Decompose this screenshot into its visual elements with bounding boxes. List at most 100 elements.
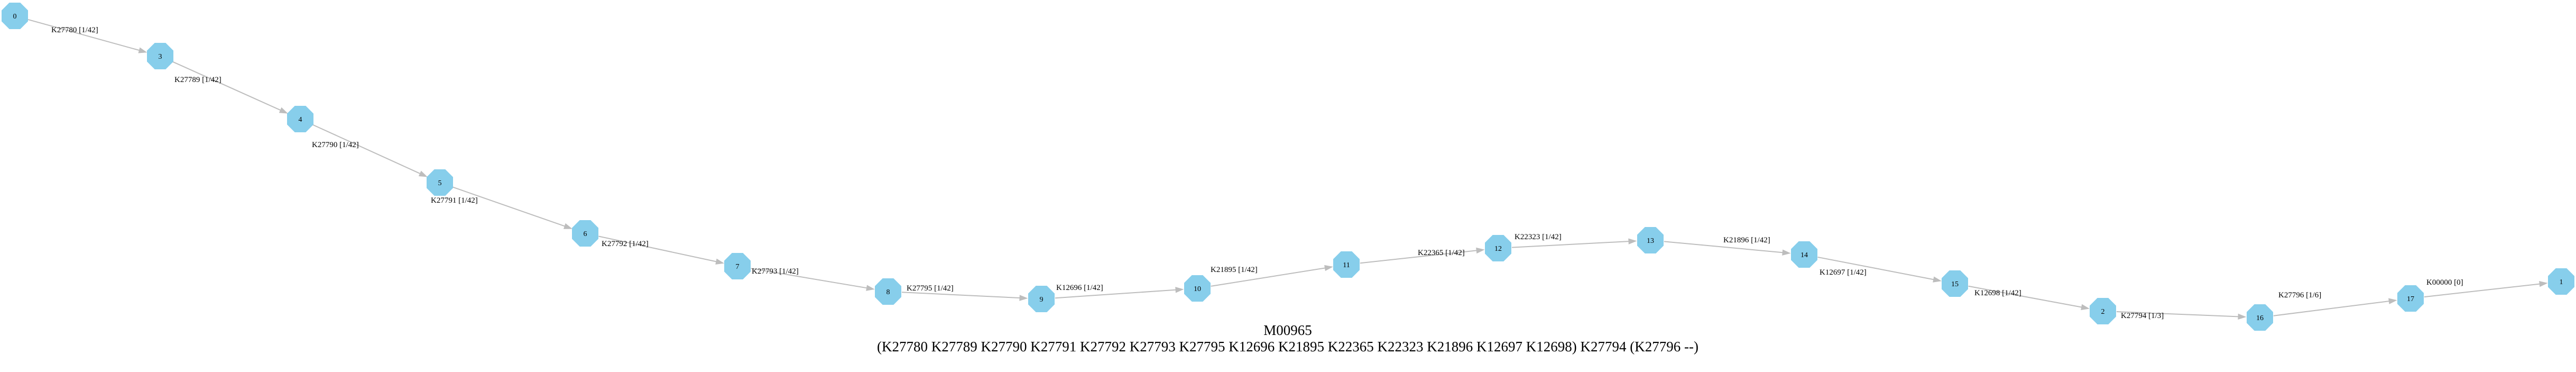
node-label: 3 (159, 53, 162, 61)
edge-line (1360, 250, 1477, 264)
edge-label: K12698 [1/42] (1974, 289, 2021, 297)
node-0: 0 (2, 3, 28, 29)
edge-n13-n14: K21896 [1/42] (1664, 236, 1791, 256)
edge-n3-n4: K27789 [1/42] (172, 61, 288, 114)
edge-label: K27795 [1/42] (907, 284, 954, 293)
node-octagon (2, 3, 28, 29)
node-9: 9 (1028, 286, 1055, 312)
node-label: 13 (1647, 237, 1654, 245)
node-7: 7 (724, 253, 751, 279)
node-octagon (1333, 251, 1360, 278)
edge-line (1055, 289, 1176, 299)
edge-n17-n1: K00000 [0] (2424, 278, 2548, 298)
edge-n16-n17: K27796 [1/6] (2273, 291, 2397, 316)
node-10: 10 (1184, 275, 1211, 302)
edge-n9-n10: K12696 [1/42] (1055, 284, 1184, 299)
node-label: 15 (1951, 280, 1959, 288)
edge-label: K27792 [1/42] (602, 240, 649, 248)
arrowhead-icon (138, 47, 147, 53)
node-label: 16 (2256, 314, 2264, 322)
edge-n4-n5: K27790 [1/42] (312, 124, 428, 177)
node-octagon (1028, 286, 1055, 312)
edge-n12-n13: K22323 [1/42] (1511, 233, 1637, 248)
node-octagon (875, 278, 901, 305)
node-14: 14 (1791, 241, 1817, 268)
edge-label: K27793 [1/42] (752, 267, 799, 276)
node-octagon (1184, 275, 1211, 302)
arrowhead-icon (1019, 295, 1028, 301)
edge-line (901, 292, 1020, 299)
node-octagon (1942, 270, 1968, 297)
node-1: 1 (2548, 268, 2574, 295)
edge-line (2273, 301, 2389, 316)
edge-line (1968, 285, 2082, 308)
node-octagon (2090, 298, 2116, 324)
edge-label: K27780 [1/42] (51, 26, 98, 34)
node-15: 15 (1942, 270, 1968, 297)
edge-line (172, 61, 281, 111)
edge-n5-n6: K27791 [1/42] (431, 186, 573, 229)
edge-label: K27791 [1/42] (431, 196, 478, 205)
node-label: 10 (1194, 285, 1201, 293)
edge-label: K22323 [1/42] (1515, 233, 1562, 241)
node-label: 11 (1343, 261, 1350, 269)
edge-line (1211, 267, 1325, 287)
node-octagon (1791, 241, 1817, 268)
edge-line (598, 235, 717, 262)
node-16: 16 (2247, 304, 2273, 331)
node-octagon (2397, 285, 2424, 312)
node-11: 11 (1333, 251, 1360, 278)
edge-line (27, 19, 140, 51)
arrowhead-icon (1324, 265, 1333, 271)
node-octagon (147, 43, 173, 69)
arrowhead-icon (418, 170, 428, 177)
node-5: 5 (427, 169, 453, 196)
arrowhead-icon (2238, 313, 2247, 320)
node-octagon (724, 253, 751, 279)
diagram-title: M00965 (1263, 322, 1312, 338)
node-4: 4 (287, 106, 313, 132)
node-octagon (1637, 227, 1664, 253)
arrowhead-icon (2539, 280, 2548, 287)
edge-label: K21895 [1/42] (1211, 266, 1258, 274)
edge-n8-n9: K27795 [1/42] (901, 284, 1028, 301)
diagram-subtitle: (K27780 K27789 K27790 K27791 K27792 K277… (877, 339, 1698, 355)
node-label: 0 (13, 13, 17, 21)
edge-line (453, 186, 565, 227)
edge-label: K22365 [1/42] (1418, 249, 1465, 257)
node-octagon (427, 169, 453, 196)
arrowhead-icon (1782, 249, 1791, 256)
nodes-layer: 0 3 4 5 6 7 8 9 10 11 12 13 14 15 2 16 17 1 (2, 3, 2574, 331)
arrowhead-icon (563, 223, 573, 229)
edge-n15-n2: K12698 [1/42] (1968, 285, 2090, 311)
node-label: 14 (1801, 251, 1808, 259)
node-6: 6 (572, 220, 598, 247)
node-8: 8 (875, 278, 901, 305)
edge-line (312, 124, 421, 174)
arrowhead-icon (1933, 276, 1942, 283)
edge-label: K27789 [1/42] (174, 76, 221, 84)
node-12: 12 (1485, 235, 1511, 261)
node-octagon (2247, 304, 2273, 331)
edge-n0-n3: K27780 [1/42] (27, 19, 147, 53)
node-2: 2 (2090, 298, 2116, 324)
node-label: 7 (736, 263, 740, 271)
arrowhead-icon (2081, 304, 2090, 311)
node-octagon (2548, 268, 2574, 295)
node-label: 9 (1040, 296, 1044, 304)
edge-line (2116, 311, 2239, 317)
edge-n11-n12: K22365 [1/42] (1360, 247, 1485, 264)
edges-layer: K27780 [1/42] K27789 [1/42] K27790 [1/42] K… (27, 19, 2548, 320)
arrowhead-icon (1628, 238, 1637, 244)
edge-label: K00000 [0] (2426, 278, 2463, 287)
edge-n2-n16: K27794 [1/3] (2116, 311, 2247, 320)
node-label: 1 (2560, 278, 2563, 286)
node-17: 17 (2397, 285, 2424, 312)
edge-label: K27796 [1/6] (2278, 291, 2321, 300)
node-3: 3 (147, 43, 173, 69)
arrowhead-icon (1175, 287, 1184, 293)
node-label: 5 (438, 179, 442, 187)
edge-label: K12696 [1/42] (1056, 284, 1103, 292)
arrowhead-icon (279, 107, 288, 114)
